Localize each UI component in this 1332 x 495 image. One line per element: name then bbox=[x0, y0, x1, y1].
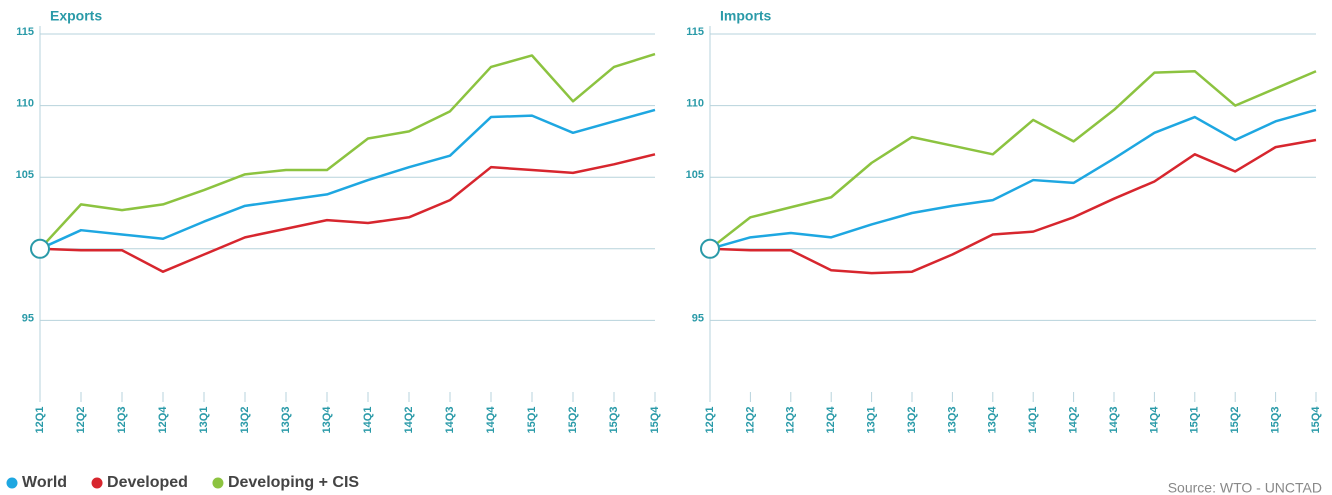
x-tick-label: 13Q2 bbox=[906, 407, 918, 434]
x-tick-label: 14Q1 bbox=[362, 407, 374, 434]
x-tick-label: 12Q1 bbox=[34, 407, 46, 434]
x-tick-label: 15Q1 bbox=[526, 407, 538, 434]
x-tick-label: 14Q4 bbox=[485, 406, 497, 434]
x-tick-label: 13Q4 bbox=[321, 406, 333, 434]
start-marker bbox=[30, 238, 50, 259]
series-line bbox=[709, 69, 1317, 250]
chart-title: Exports bbox=[50, 8, 102, 24]
x-tick-label: 15Q4 bbox=[1310, 406, 1322, 434]
x-tick-label: 15Q2 bbox=[567, 407, 579, 434]
legend-swatch bbox=[91, 477, 103, 489]
series-line bbox=[39, 52, 656, 250]
start-marker bbox=[700, 238, 720, 259]
x-tick-label: 12Q2 bbox=[75, 407, 87, 434]
x-tick-label: 15Q3 bbox=[608, 407, 620, 434]
x-tick-label: 14Q2 bbox=[1068, 407, 1080, 434]
x-tick-label: 13Q4 bbox=[987, 406, 999, 434]
y-tick-label: 105 bbox=[16, 169, 34, 181]
x-tick-label: 12Q2 bbox=[744, 407, 756, 434]
x-tick-label: 15Q3 bbox=[1270, 407, 1282, 434]
x-tick-label: 15Q1 bbox=[1189, 407, 1201, 434]
legend-swatch bbox=[6, 477, 18, 489]
x-tick-label: 14Q2 bbox=[403, 407, 415, 434]
x-tick-label: 12Q4 bbox=[157, 406, 169, 434]
series-line bbox=[709, 108, 1317, 251]
x-tick-label: 12Q1 bbox=[704, 407, 716, 434]
y-tick-label: 95 bbox=[692, 312, 704, 324]
x-tick-label: 13Q3 bbox=[946, 407, 958, 434]
series-line bbox=[39, 153, 656, 273]
x-tick-label: 13Q1 bbox=[198, 407, 210, 434]
x-tick-label: 12Q3 bbox=[785, 407, 797, 434]
series-line bbox=[39, 108, 656, 250]
x-tick-label: 14Q3 bbox=[444, 407, 456, 434]
x-tick-label: 14Q1 bbox=[1027, 407, 1039, 434]
y-tick-label: 115 bbox=[16, 26, 34, 38]
series-line bbox=[709, 138, 1317, 275]
x-tick-label: 12Q3 bbox=[116, 407, 128, 434]
y-tick-label: 110 bbox=[686, 98, 704, 110]
chart-title: Imports bbox=[720, 8, 772, 24]
legend-label: Developed bbox=[107, 474, 188, 491]
x-tick-label: 15Q4 bbox=[649, 406, 661, 434]
x-tick-label: 12Q4 bbox=[825, 406, 837, 434]
x-tick-label: 14Q4 bbox=[1148, 406, 1160, 434]
x-tick-label: 13Q3 bbox=[280, 407, 292, 434]
legend-label: Developing + CIS bbox=[228, 474, 359, 491]
x-tick-label: 14Q3 bbox=[1108, 407, 1120, 434]
source: Source: WTO - UNCTAD bbox=[1168, 480, 1322, 495]
y-tick-label: 110 bbox=[16, 98, 34, 110]
x-tick-label: 13Q1 bbox=[866, 407, 878, 434]
legend-label: World bbox=[22, 474, 67, 491]
legend-swatch bbox=[212, 477, 224, 489]
y-tick-label: 95 bbox=[22, 312, 34, 324]
x-tick-label: 13Q2 bbox=[239, 407, 251, 434]
y-tick-label: 115 bbox=[686, 26, 704, 38]
y-tick-label: 105 bbox=[686, 169, 704, 181]
x-tick-label: 15Q2 bbox=[1229, 407, 1241, 434]
